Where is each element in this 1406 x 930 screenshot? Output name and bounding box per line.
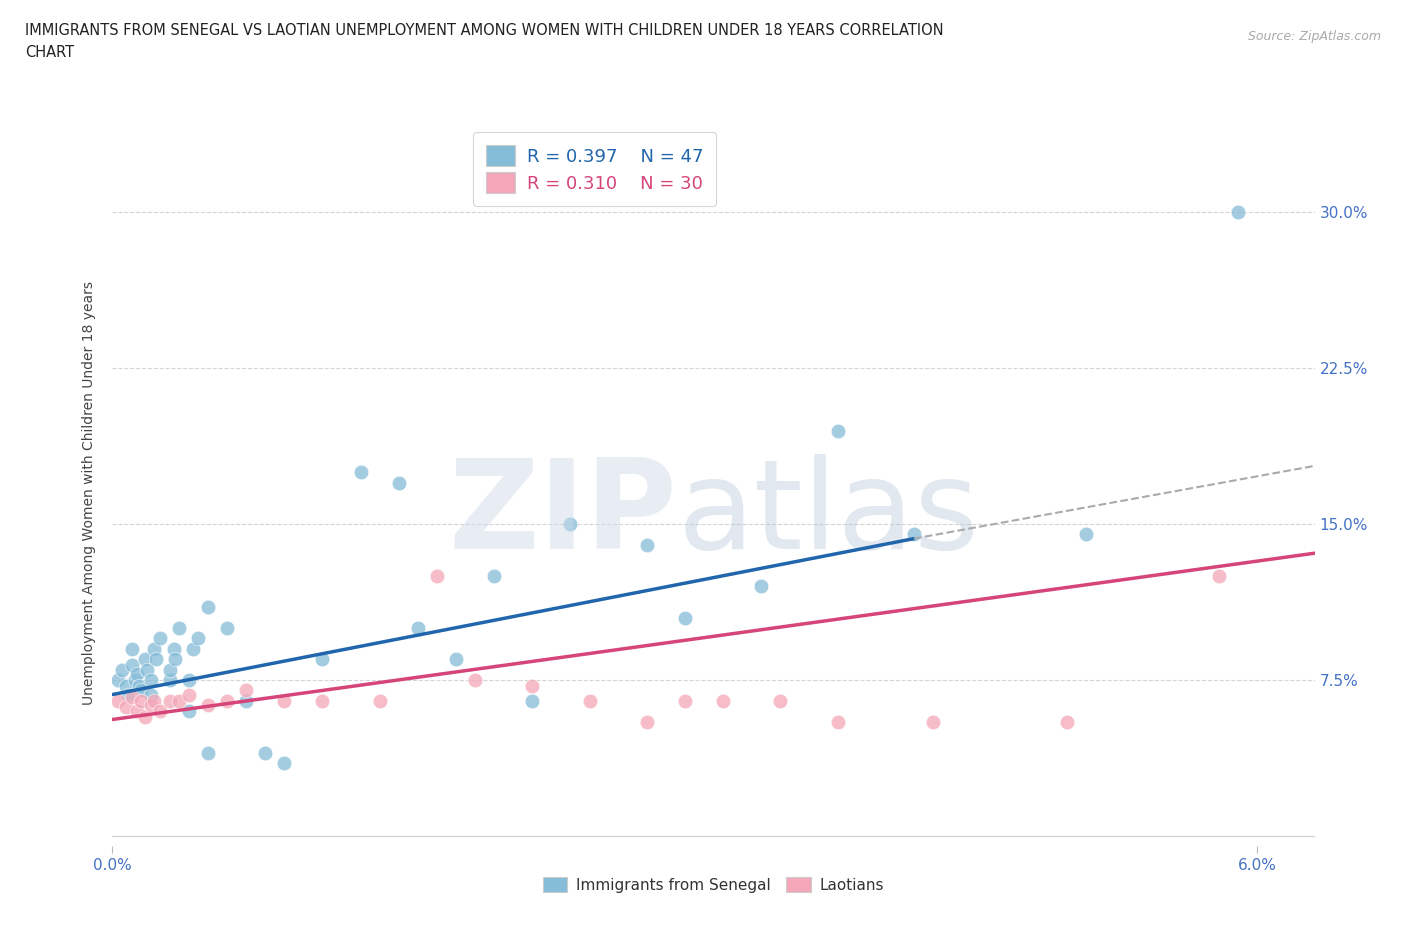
Text: atlas: atlas (678, 454, 980, 575)
Point (145, 652, 167, 667)
Point (117, 687, 139, 702)
Point (149, 704, 172, 719)
Point (1056, 714, 1078, 729)
Point (127, 704, 149, 719)
Point (159, 694, 181, 709)
Point (177, 704, 200, 719)
Legend: Immigrants from Senegal, Laotians: Immigrants from Senegal, Laotians (537, 870, 890, 898)
Point (215, 694, 238, 709)
Point (636, 538, 658, 552)
Point (922, 714, 945, 729)
Point (827, 423, 849, 438)
Point (368, 694, 391, 709)
Y-axis label: Unemployment Among Women with Children Under 18 years: Unemployment Among Women with Children U… (82, 281, 96, 705)
Point (149, 631, 172, 645)
Point (181, 642, 204, 657)
Point (749, 579, 772, 594)
Point (162, 642, 184, 657)
Point (560, 517, 582, 532)
Point (464, 672, 486, 687)
Point (673, 694, 696, 709)
Point (121, 658, 143, 673)
Point (197, 600, 219, 615)
Text: CHART: CHART (25, 45, 75, 60)
Point (115, 699, 138, 714)
Point (482, 568, 505, 583)
Point (1227, 205, 1250, 219)
Point (115, 679, 138, 694)
Point (1074, 527, 1097, 542)
Point (406, 620, 429, 635)
Text: IMMIGRANTS FROM SENEGAL VS LAOTIAN UNEMPLOYMENT AMONG WOMEN WITH CHILDREN UNDER : IMMIGRANTS FROM SENEGAL VS LAOTIAN UNEMP… (25, 23, 943, 38)
Point (107, 694, 129, 709)
Point (121, 642, 143, 657)
Point (187, 631, 209, 645)
Point (711, 694, 734, 709)
Point (159, 662, 181, 677)
Point (129, 694, 152, 709)
Point (129, 683, 152, 698)
Point (197, 698, 219, 712)
Point (903, 527, 925, 542)
Text: ZIP: ZIP (449, 454, 678, 575)
Point (128, 679, 150, 694)
Text: Source: ZipAtlas.com: Source: ZipAtlas.com (1247, 30, 1381, 43)
Point (127, 666, 149, 681)
Point (134, 710, 156, 724)
Point (124, 672, 146, 687)
Point (139, 672, 162, 687)
Point (1208, 568, 1230, 583)
Point (673, 610, 696, 625)
Point (107, 672, 129, 687)
Point (165, 652, 187, 667)
Point (169, 694, 191, 709)
Point (522, 679, 544, 694)
Point (311, 652, 333, 667)
Point (522, 694, 544, 709)
Point (388, 475, 411, 490)
Point (111, 662, 134, 677)
Point (235, 683, 257, 698)
Point (169, 620, 191, 635)
Point (636, 714, 658, 729)
Point (578, 694, 600, 709)
Point (121, 689, 143, 704)
Point (159, 672, 181, 687)
Point (143, 694, 166, 709)
Point (139, 687, 162, 702)
Point (444, 652, 467, 667)
Point (273, 694, 295, 709)
Point (349, 465, 371, 480)
Point (139, 698, 162, 712)
Point (134, 652, 156, 667)
Point (426, 568, 449, 583)
Point (197, 745, 219, 760)
Point (135, 662, 157, 677)
Point (235, 694, 257, 709)
Point (254, 745, 277, 760)
Point (177, 687, 200, 702)
Point (177, 672, 200, 687)
Point (769, 694, 792, 709)
Point (215, 620, 238, 635)
Point (273, 756, 295, 771)
Point (311, 694, 333, 709)
Point (827, 714, 849, 729)
Point (143, 642, 166, 657)
